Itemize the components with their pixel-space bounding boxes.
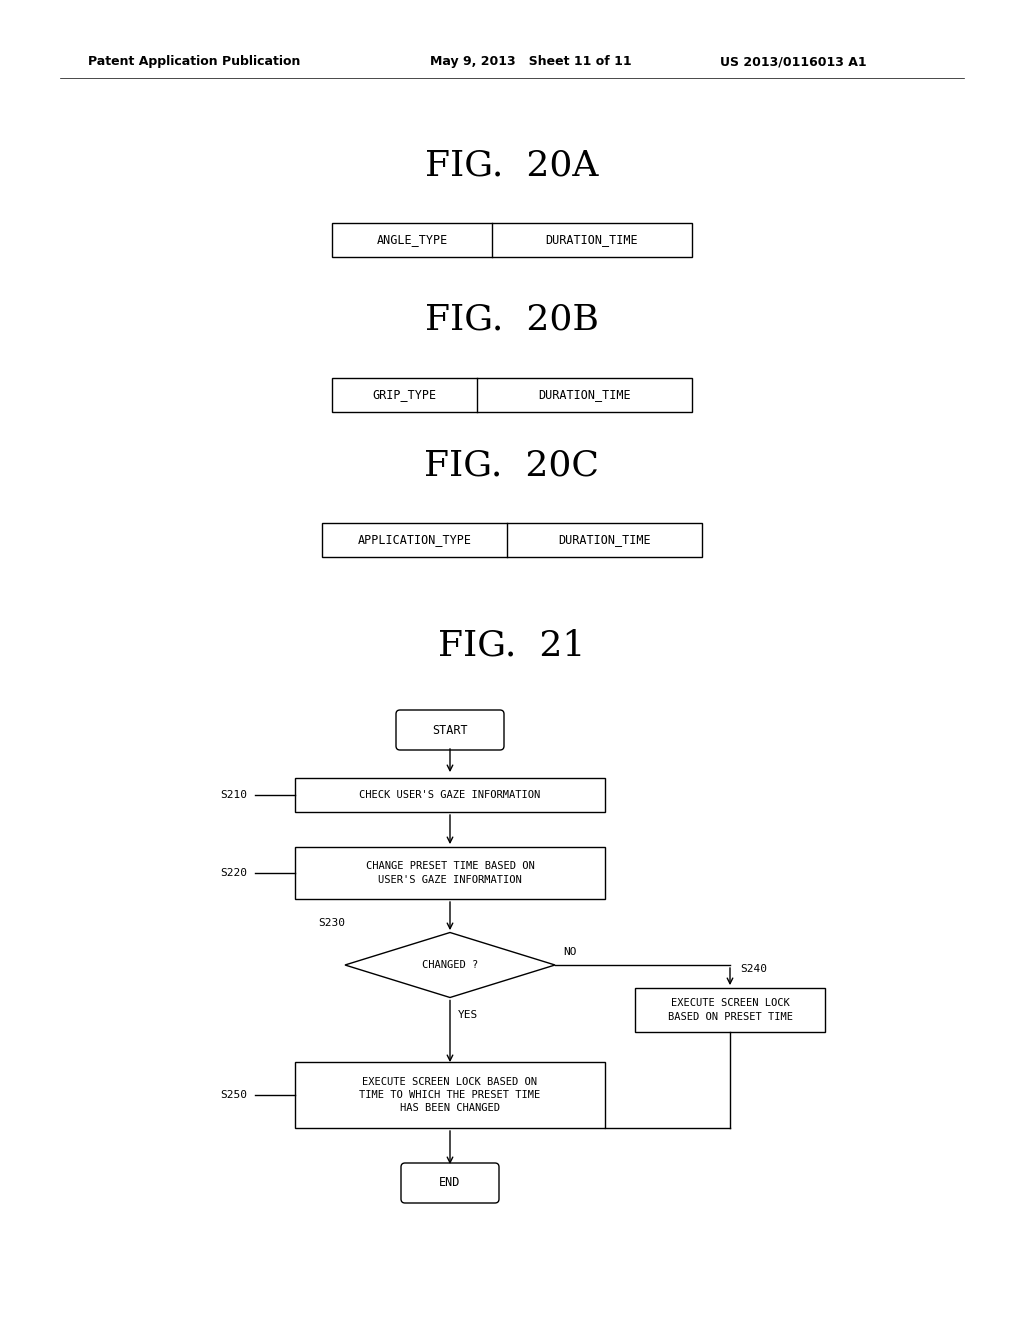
Bar (295, 777, 605, 812)
Text: S240: S240 (740, 964, 767, 974)
Text: S250: S250 (220, 1090, 247, 1100)
Bar (295, 1063, 605, 1129)
Text: CHANGE PRESET TIME BASED ON
USER'S GAZE INFORMATION: CHANGE PRESET TIME BASED ON USER'S GAZE … (366, 862, 535, 884)
Text: S220: S220 (220, 869, 247, 878)
Text: CHANGED ?: CHANGED ? (422, 960, 478, 970)
Text: US 2013/0116013 A1: US 2013/0116013 A1 (720, 55, 866, 69)
Bar (332, 378, 692, 412)
Text: GRIP_TYPE: GRIP_TYPE (373, 388, 436, 401)
FancyBboxPatch shape (401, 1163, 499, 1203)
Text: DURATION_TIME: DURATION_TIME (539, 388, 631, 401)
Text: FIG.  20A: FIG. 20A (425, 148, 599, 182)
Bar (295, 847, 605, 899)
Text: ANGLE_TYPE: ANGLE_TYPE (377, 234, 447, 247)
Bar (322, 523, 702, 557)
Text: NO: NO (563, 946, 577, 957)
Text: CHECK USER'S GAZE INFORMATION: CHECK USER'S GAZE INFORMATION (359, 789, 541, 800)
Text: FIG.  20B: FIG. 20B (425, 304, 599, 337)
Text: FIG.  21: FIG. 21 (438, 628, 586, 663)
Text: END: END (439, 1176, 461, 1189)
Text: S230: S230 (318, 917, 345, 928)
Text: May 9, 2013   Sheet 11 of 11: May 9, 2013 Sheet 11 of 11 (430, 55, 632, 69)
Text: START: START (432, 723, 468, 737)
FancyBboxPatch shape (396, 710, 504, 750)
Text: FIG.  20C: FIG. 20C (425, 447, 599, 482)
Text: APPLICATION_TYPE: APPLICATION_TYPE (357, 533, 471, 546)
Text: EXECUTE SCREEN LOCK
BASED ON PRESET TIME: EXECUTE SCREEN LOCK BASED ON PRESET TIME (668, 998, 793, 1022)
Text: EXECUTE SCREEN LOCK BASED ON
TIME TO WHICH THE PRESET TIME
HAS BEEN CHANGED: EXECUTE SCREEN LOCK BASED ON TIME TO WHI… (359, 1077, 541, 1113)
Bar (332, 223, 692, 257)
Text: YES: YES (458, 1011, 478, 1020)
Text: Patent Application Publication: Patent Application Publication (88, 55, 300, 69)
Bar (635, 987, 825, 1032)
Text: S210: S210 (220, 789, 247, 800)
Text: DURATION_TIME: DURATION_TIME (546, 234, 638, 247)
Polygon shape (345, 932, 555, 998)
Text: DURATION_TIME: DURATION_TIME (558, 533, 651, 546)
